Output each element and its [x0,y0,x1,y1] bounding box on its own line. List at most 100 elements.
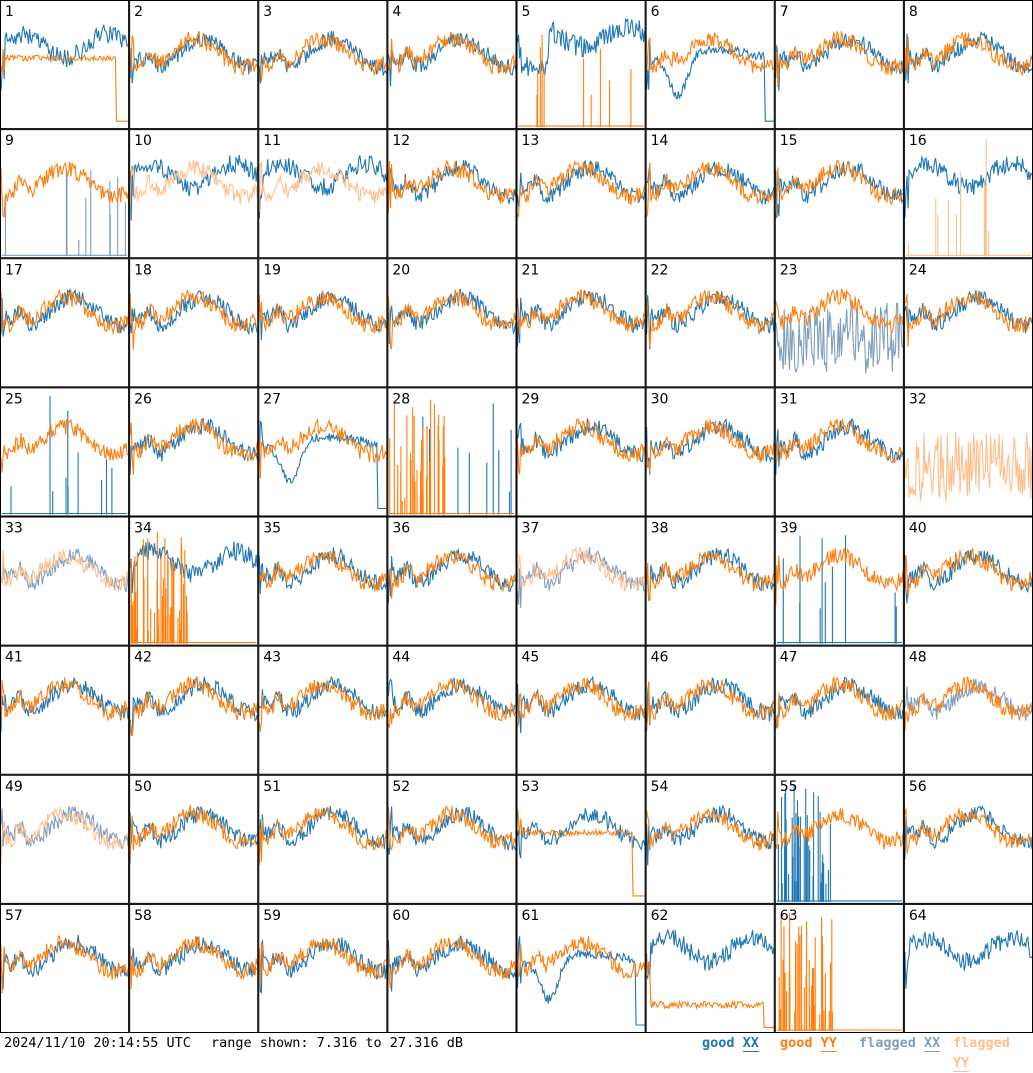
panel-frame [129,387,259,517]
series-yy-panel-53 [516,809,645,897]
panel-label: 49 [5,779,23,795]
panel-label: 52 [392,779,410,795]
series-yy-panel-41 [0,677,129,722]
panel-label: 39 [780,521,798,537]
panel-frame [258,387,388,517]
panel-label: 16 [909,133,927,149]
panel-61: 61 [516,903,646,1033]
panel-frame [0,645,130,775]
series-yy-panel-19 [258,290,387,334]
series-xx-panel-61 [516,936,645,1026]
panel-58: 58 [129,903,259,1033]
panel-frame [774,0,904,130]
series-yy-panel-42 [129,675,258,737]
panel-frame [645,0,775,130]
panel-label: 28 [392,391,410,407]
series-yy-panel-5 [518,34,644,128]
panel-51: 51 [258,774,388,904]
panel-label: 11 [263,133,281,149]
panel-label: 46 [651,650,669,666]
panel-frame [387,774,517,904]
footer: 2024/11/10 20:14:55 UTC range shown: 7.3… [0,1033,1033,1072]
panel-label: 37 [522,521,540,537]
series-yy-panel-49 [0,807,129,862]
series-yy-panel-28 [389,399,515,515]
panel-1: 1 [0,0,130,130]
series-yy-panel-50 [129,803,258,864]
series-xx-panel-39 [776,535,902,644]
panel-46: 46 [645,645,775,775]
panel-55: 55 [774,774,904,904]
panel-label: 26 [134,391,152,407]
legend-flagged-xx-pol: XX [924,1035,941,1052]
panel-56: 56 [903,774,1033,904]
series-yy-panel-43 [258,678,387,732]
panel-frame [0,903,130,1033]
series-xx-panel-54 [646,804,775,866]
panel-frame [774,258,904,388]
panel-frame [0,516,130,646]
panel-label: 45 [522,650,540,666]
series-yy-panel-10 [129,160,258,210]
series-yy-panel-14 [646,161,775,217]
series-yy-panel-8 [904,31,1033,78]
panel-label: 62 [651,908,669,924]
series-yy-panel-21 [516,289,646,335]
panel-frame [774,387,904,517]
panel-label: 8 [909,4,918,20]
panel-label: 36 [392,521,410,537]
panel-frame [516,258,646,388]
panel-14: 14 [645,129,775,259]
panel-frame [516,129,646,259]
panel-39: 39 [774,516,904,646]
panel-label: 59 [263,908,281,924]
panel-23: 23 [774,258,904,388]
series-xx-panel-41 [0,677,129,732]
panel-22: 22 [645,258,775,388]
panel-frame [516,387,646,517]
panel-10: 10 [129,129,259,259]
panel-label: 32 [909,391,927,407]
panel-label: 29 [522,391,540,407]
panel-label: 48 [909,650,927,666]
panel-frame [516,0,646,130]
panel-label: 20 [392,262,410,278]
panel-41: 41 [0,645,130,775]
panel-frame [516,774,646,904]
series-xx-panel-1 [0,23,129,91]
panel-label: 4 [392,4,401,20]
panel-19: 19 [258,258,388,388]
series-yy-panel-35 [258,550,387,592]
series-yy-panel-56 [904,807,1033,854]
panel-label: 55 [780,779,798,795]
panel-label: 23 [780,262,798,278]
series-yy-panel-25 [0,418,129,473]
panel-frame [387,645,517,775]
series-yy-panel-57 [0,934,129,994]
series-yy-panel-1 [0,48,129,122]
panel-label: 22 [651,262,669,278]
panel-52: 52 [387,774,517,904]
panel-label: 64 [909,908,927,924]
legend-good-xx-pol: XX [742,1035,759,1052]
panel-label: 21 [522,262,540,278]
series-yy-panel-29 [516,418,646,475]
panel-label: 3 [263,4,272,20]
panel-47: 47 [774,645,904,775]
panel-36: 36 [387,516,517,646]
series-yy-panel-26 [129,417,258,475]
panel-29: 29 [516,387,646,517]
panel-30: 30 [645,387,775,517]
panel-frame [387,387,517,517]
panel-6: 6 [645,0,775,130]
panel-label: 6 [651,4,660,20]
series-yy-panel-63 [776,913,902,1031]
series-yy-panel-16 [905,139,1031,257]
panel-frame [387,0,517,130]
series-xx-panel-10 [129,154,258,221]
panel-frame [387,258,517,388]
series-xx-panel-40 [904,550,1033,604]
panel-25: 25 [0,387,130,517]
panel-frame [129,645,259,775]
